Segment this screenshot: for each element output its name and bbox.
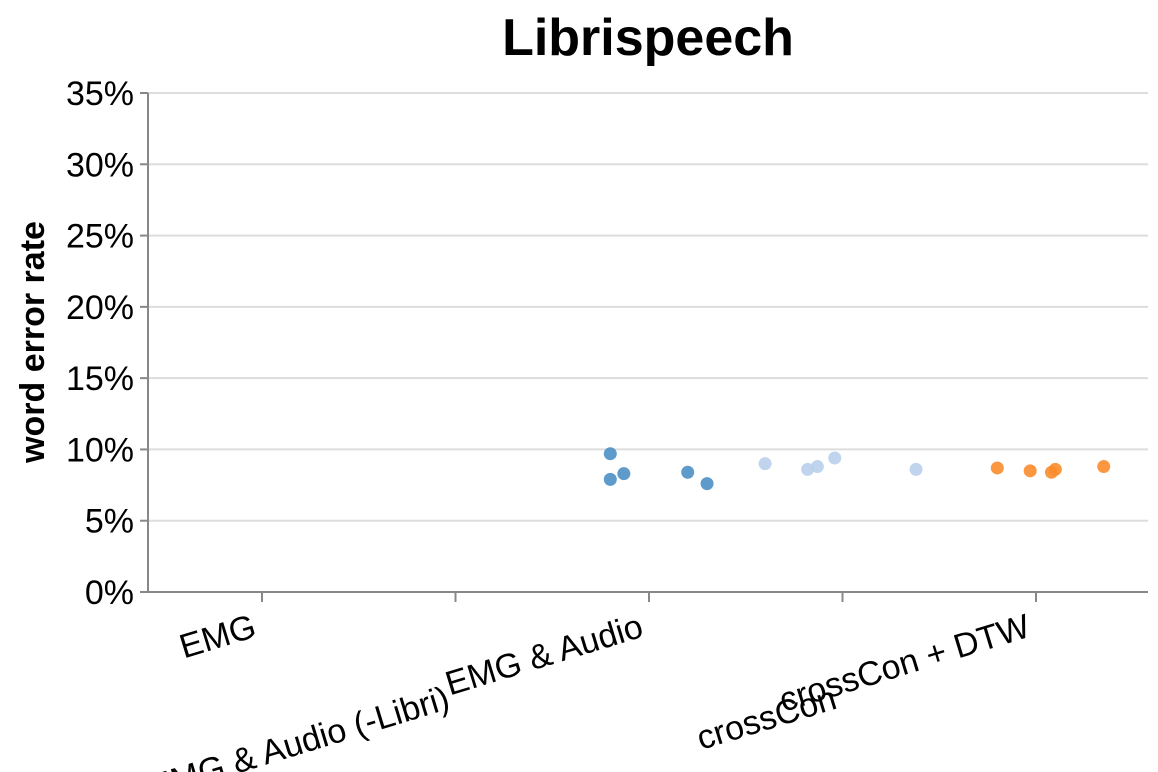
data-point (909, 462, 923, 476)
x-tick-label: crossCon + DTW (775, 607, 1035, 719)
x-tick-label: EMG (175, 607, 260, 666)
data-point (758, 457, 772, 471)
axes (147, 93, 1148, 593)
x-tick-label: EMG & Audio (441, 607, 647, 703)
data-point (810, 460, 824, 474)
data-point (603, 447, 617, 461)
data-point (681, 465, 695, 479)
y-tick-label: 15% (66, 360, 134, 398)
chart-title: Librispeech (502, 9, 794, 67)
data-point (1097, 460, 1111, 474)
y-tick-label: 10% (66, 431, 134, 469)
y-tick-label: 0% (85, 574, 134, 612)
y-axis-label: word error rate (14, 221, 52, 464)
y-tick-label: 20% (66, 289, 134, 327)
x-axis-ticks: EMG EMG & Audio (-Libri)EMG & Audio crossC… (145, 592, 1037, 772)
data-point (828, 451, 842, 465)
data-point (617, 467, 631, 481)
data-point (1048, 462, 1062, 476)
data-point (1023, 464, 1037, 478)
data-points (603, 447, 1111, 491)
grid (148, 92, 1148, 522)
data-point (700, 477, 714, 491)
y-axis-ticks: 0% 5% 10% 15% 20% 25% 30% 35% (66, 75, 148, 612)
x-tick-label: EMG & Audio (-Libri) (145, 679, 454, 772)
y-tick-label: 25% (66, 218, 134, 256)
data-point (603, 472, 617, 486)
y-tick-label: 35% (66, 75, 134, 113)
data-point (990, 461, 1004, 475)
y-tick-label: 5% (85, 503, 134, 541)
y-tick-label: 30% (66, 146, 134, 184)
